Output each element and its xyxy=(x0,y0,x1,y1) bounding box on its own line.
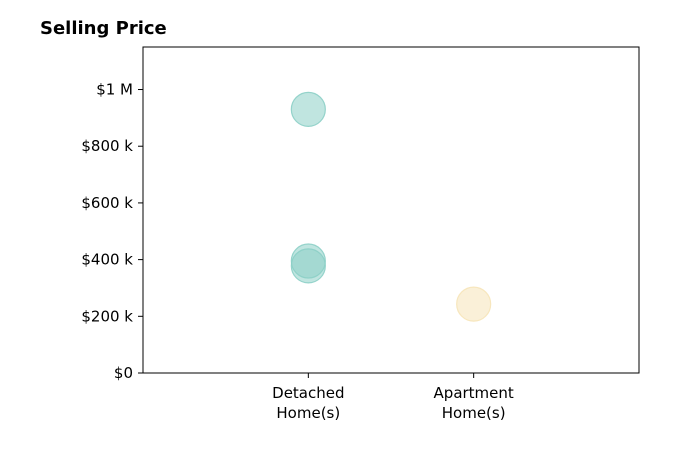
y-axis: $0 $200 k $400 k $600 k $800 k $1 M xyxy=(81,81,143,382)
plot-area xyxy=(142,46,640,374)
y-tick-label: $200 k xyxy=(81,307,133,325)
x-tick-label: Detached xyxy=(272,384,344,402)
y-tick-label: $0 xyxy=(114,364,133,382)
data-point xyxy=(290,91,326,127)
x-tick-label: Home(s) xyxy=(276,404,340,422)
chart-title: Selling Price xyxy=(40,18,167,39)
data-point xyxy=(290,248,326,284)
x-tick-label: Home(s) xyxy=(442,404,506,422)
data-points xyxy=(290,91,492,322)
x-axis: Detached Home(s) Apartment Home(s) xyxy=(272,373,514,422)
x-tick-label: Apartment xyxy=(434,384,514,402)
y-tick-label: $400 k xyxy=(81,251,133,269)
y-tick-label: $800 k xyxy=(81,137,133,155)
y-tick-label: $600 k xyxy=(81,194,133,212)
y-tick-label: $1 M xyxy=(96,81,133,99)
data-point xyxy=(456,286,492,322)
